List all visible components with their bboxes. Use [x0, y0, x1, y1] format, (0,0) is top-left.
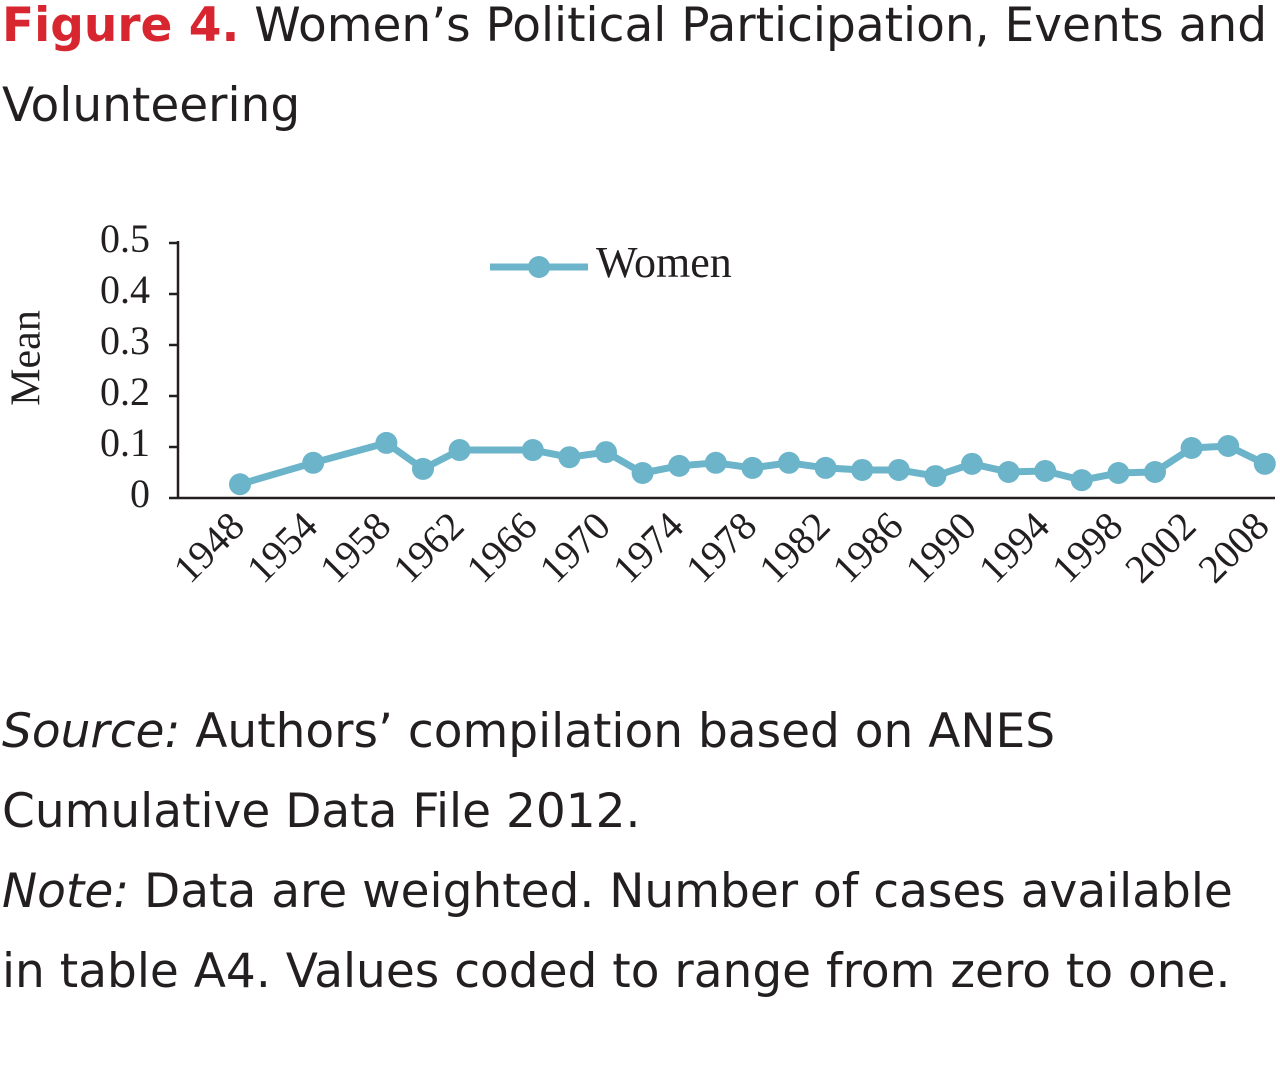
figure-notes: Source: Authors’ compilation based on AN…	[2, 692, 1272, 1012]
point	[1180, 437, 1203, 460]
x-tick-label: 1974	[604, 503, 692, 591]
note-text: Data are weighted. Number of cases avail…	[2, 864, 1233, 999]
chart-title: Women’s Political Participation, Events …	[2, 0, 1268, 133]
point	[558, 446, 581, 469]
source-text: Authors’ compilation based on ANES Cumul…	[2, 704, 1056, 839]
x-tick-label: 1962	[384, 503, 472, 591]
figure-label: Figure 4.	[2, 0, 240, 53]
y-tick-label: 0.5	[100, 216, 150, 261]
y-tick-label: 0.3	[100, 318, 150, 363]
point	[302, 451, 325, 474]
point	[521, 439, 544, 462]
point	[997, 460, 1020, 483]
point	[448, 439, 471, 462]
legend-label: Women	[596, 238, 732, 287]
y-tick-label: 0.1	[100, 420, 150, 465]
point	[229, 473, 251, 496]
point	[704, 451, 727, 474]
x-tick-label: 2008	[1189, 503, 1277, 591]
source: Source: Authors’ compilation based on AN…	[2, 692, 1272, 852]
x-tick-label: 1970	[530, 503, 618, 591]
legend-marker	[528, 256, 550, 278]
source-label: Source:	[2, 704, 181, 759]
y-tick-label: 0.4	[100, 267, 150, 312]
x-tick-label: 1966	[457, 503, 545, 591]
y-axis-label: Mean	[4, 310, 50, 406]
x-tick-label: 2002	[1116, 503, 1204, 591]
point	[778, 451, 800, 474]
figure-heading: Figure 4. Women’s Political Participatio…	[2, 0, 1272, 146]
point	[412, 457, 434, 480]
x-tick-label: 1998	[1043, 503, 1131, 591]
x-tick-label: 1978	[677, 503, 765, 591]
point	[668, 454, 691, 477]
y-tick-label: 0.2	[100, 369, 150, 414]
y-tick-label: 0	[130, 471, 150, 516]
point	[851, 458, 874, 481]
x-tick-label: 1982	[750, 503, 838, 591]
point	[1034, 459, 1057, 482]
point	[1107, 462, 1130, 485]
x-tick-label: 1994	[970, 503, 1058, 591]
chart: 0 0.1 0.2 0.3 0.4 0.5 Mean 19481954195819621966…	[4, 216, 1278, 591]
point	[375, 431, 398, 454]
point	[887, 458, 910, 481]
x-tick-label: 1990	[896, 503, 984, 591]
point	[814, 456, 837, 479]
point	[595, 441, 617, 464]
point	[924, 465, 947, 488]
x-tick-label: 1954	[238, 503, 326, 591]
x-tick-label: 1958	[311, 503, 399, 591]
point	[1217, 434, 1240, 457]
x-tick-label: 1986	[823, 503, 911, 591]
note-label: Note:	[2, 864, 130, 919]
x-tick-label: 1948	[164, 503, 252, 591]
point	[961, 452, 983, 475]
point	[1253, 452, 1276, 475]
note: Note: Data are weighted. Number of cases…	[2, 852, 1272, 1012]
point	[741, 456, 764, 479]
point	[1070, 469, 1093, 492]
point	[1144, 460, 1166, 483]
point	[631, 462, 654, 485]
